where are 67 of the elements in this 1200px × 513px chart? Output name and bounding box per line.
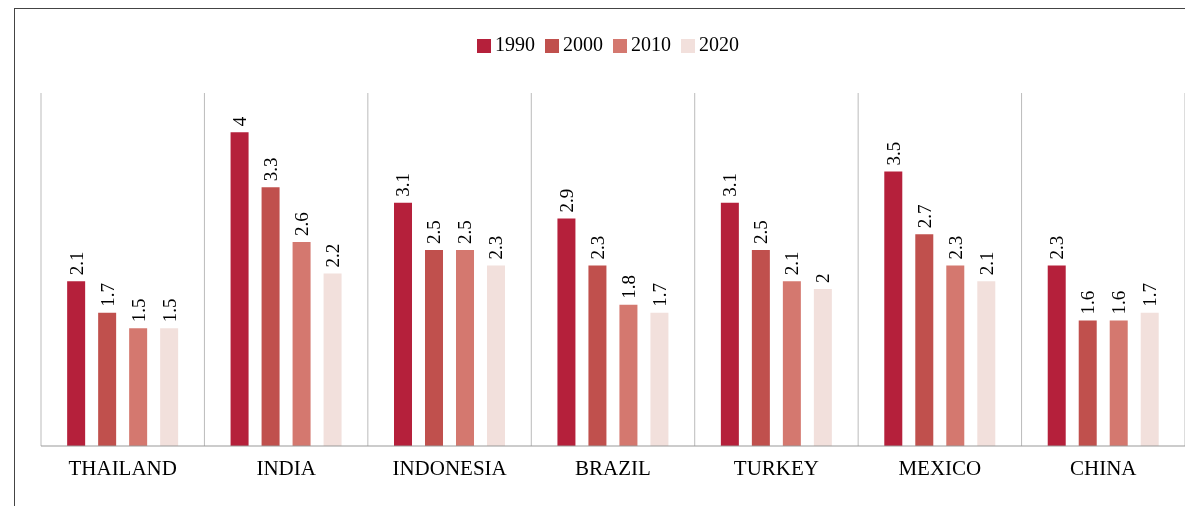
bar <box>946 265 965 446</box>
data-label: 4 <box>229 116 251 127</box>
legend-label: 1990 <box>495 33 535 55</box>
bar <box>557 218 576 446</box>
data-label: 2.3 <box>1046 235 1068 260</box>
data-label: 2 <box>812 273 834 284</box>
bar <box>487 265 506 446</box>
bar <box>977 281 996 446</box>
bar <box>1140 312 1159 446</box>
bar <box>751 249 770 446</box>
x-tick-label: INDONESIA <box>392 455 508 480</box>
x-tick-label: CHINA <box>1070 455 1138 480</box>
data-label: 2.9 <box>555 188 577 213</box>
data-label: 1.7 <box>648 282 670 307</box>
data-label: 1.8 <box>617 275 639 299</box>
data-label: 2.5 <box>423 220 445 244</box>
bar <box>425 249 444 446</box>
data-label: 2.1 <box>781 251 803 276</box>
bar <box>915 234 934 446</box>
data-label: 2.1 <box>65 251 87 276</box>
bar <box>1047 265 1066 446</box>
bar <box>292 242 311 446</box>
bar <box>650 312 669 446</box>
x-tick-label: INDIA <box>256 455 317 480</box>
data-label: 2.3 <box>586 235 608 260</box>
bar <box>230 132 249 446</box>
data-label: 1.5 <box>158 298 180 323</box>
bar <box>456 249 475 446</box>
bar <box>261 187 280 446</box>
x-tick-label: MEXICO <box>898 455 982 480</box>
data-label: 1.7 <box>96 282 118 307</box>
data-label: 3.1 <box>392 173 414 197</box>
data-label: 2.3 <box>485 235 507 260</box>
bar <box>323 273 342 446</box>
legend-label: 2020 <box>699 33 739 55</box>
bar <box>129 328 148 446</box>
bar <box>394 202 413 446</box>
bar <box>813 289 832 446</box>
bar <box>588 265 607 446</box>
data-label: 1.6 <box>1108 290 1130 315</box>
legend-label: 2000 <box>563 33 603 55</box>
bar <box>720 202 739 446</box>
data-label: 2.2 <box>322 243 344 268</box>
bar <box>1109 320 1128 446</box>
data-label: 3.1 <box>719 173 741 197</box>
data-label: 2.7 <box>913 204 935 229</box>
bar <box>619 304 638 446</box>
bar <box>98 312 117 446</box>
bar <box>782 281 801 446</box>
data-label: 2.1 <box>975 251 997 276</box>
data-label: 2.6 <box>291 212 313 237</box>
x-tick-label: BRAZIL <box>575 455 651 480</box>
bar <box>884 171 903 446</box>
data-label: 3.3 <box>260 157 282 182</box>
bar <box>67 281 86 446</box>
x-tick-label: THAILAND <box>68 455 177 480</box>
data-label: 3.5 <box>882 141 904 166</box>
bar <box>160 328 179 446</box>
data-label: 1.6 <box>1077 290 1099 315</box>
legend-label: 2010 <box>631 33 671 55</box>
bar <box>1078 320 1097 446</box>
data-label: 2.3 <box>944 235 966 260</box>
x-tick-label: TURKEY <box>733 455 820 480</box>
data-label: 2.5 <box>750 220 772 244</box>
data-label: 2.5 <box>454 220 476 244</box>
data-label: 1.7 <box>1139 282 1161 307</box>
data-label: 1.5 <box>127 298 149 323</box>
